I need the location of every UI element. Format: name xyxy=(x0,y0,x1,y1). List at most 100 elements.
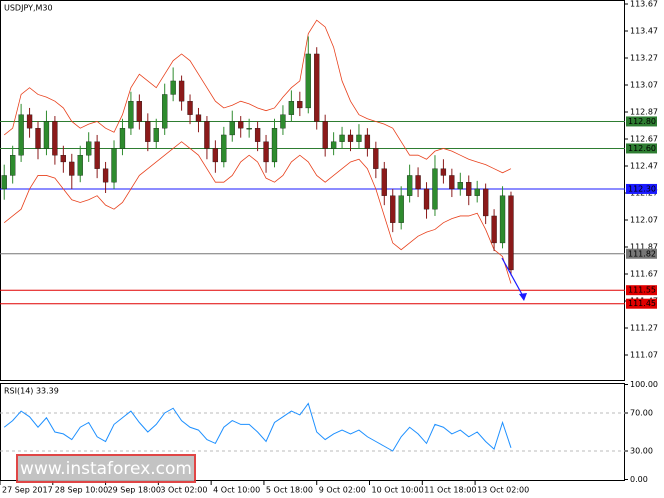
candle-body xyxy=(449,175,455,190)
level-tag xyxy=(626,116,657,127)
candle-body xyxy=(77,155,83,176)
candle-body xyxy=(254,128,261,142)
candle-body xyxy=(111,148,117,183)
level-tag xyxy=(626,285,657,296)
candle-body xyxy=(69,161,75,176)
candle-body xyxy=(60,155,66,163)
level-label: 112.60 xyxy=(628,144,656,153)
y-tick-label: 113.07 xyxy=(630,81,658,90)
candle-body xyxy=(398,195,404,223)
candle-body xyxy=(136,101,143,122)
candle-body xyxy=(1,175,7,190)
rsi-tick-label: 0.00 xyxy=(630,475,648,484)
candle-body xyxy=(288,101,295,115)
forecast-arrow xyxy=(501,257,525,299)
candle-body xyxy=(162,94,168,129)
candle-body xyxy=(457,182,463,190)
candle-body xyxy=(330,141,337,149)
rsi-frame xyxy=(0,383,625,481)
y-tick-label: 111.87 xyxy=(630,243,658,252)
x-tick-label: 29 Sep 18:00 xyxy=(108,486,161,495)
candle-body xyxy=(508,195,514,271)
candle-body xyxy=(18,114,24,156)
candle-body xyxy=(145,121,151,142)
y-tick-label: 111.67 xyxy=(630,270,658,279)
candle-body xyxy=(246,128,252,130)
y-tick-label: 113.27 xyxy=(630,54,658,63)
x-tick-label: 27 Sep 2017 xyxy=(2,486,53,495)
candle-body xyxy=(314,53,320,122)
candle-body xyxy=(178,80,185,102)
candle-body xyxy=(322,121,328,149)
candle-body xyxy=(491,215,497,244)
candle-body xyxy=(390,195,396,223)
candle-body xyxy=(381,168,387,196)
chart-title: USDJPY,M30 xyxy=(4,4,53,13)
watermark-box xyxy=(16,454,196,483)
rsi-tick-label: 30.00 xyxy=(630,447,653,456)
bollinger-band xyxy=(3,141,512,284)
candle-body xyxy=(482,188,489,217)
y-tick-label: 112.67 xyxy=(630,135,658,144)
candle-body xyxy=(229,121,235,136)
candle-body xyxy=(499,195,506,244)
candle-body xyxy=(212,148,219,163)
level-label: 111.82 xyxy=(628,249,656,258)
rsi-tick-label: 100.00 xyxy=(630,380,658,389)
level-tag xyxy=(626,248,657,259)
candle-body xyxy=(432,168,438,210)
x-tick-label: 10 Oct 10:00 xyxy=(372,486,424,495)
y-tick-label: 113.47 xyxy=(630,27,658,36)
candle-body xyxy=(271,128,278,163)
candle-body xyxy=(153,128,159,142)
candle-body xyxy=(119,128,126,149)
candle-body xyxy=(238,121,244,129)
candle-body xyxy=(187,101,193,115)
y-tick-label: 112.07 xyxy=(630,216,658,225)
level-label: 112.30 xyxy=(628,184,656,193)
watermark: [ www.instaforex.com ] xyxy=(8,459,204,479)
candle-body xyxy=(280,114,286,129)
candle-body xyxy=(339,134,345,142)
candle-body xyxy=(195,114,202,122)
candle-body xyxy=(43,121,50,149)
level-tag xyxy=(626,183,657,194)
main-frame xyxy=(0,0,625,381)
candle-body xyxy=(26,114,33,129)
candle-body xyxy=(423,188,430,210)
x-tick-label: 28 Sep 10:00 xyxy=(55,486,108,495)
candle-body xyxy=(415,175,421,190)
candle-body xyxy=(221,134,227,163)
level-tag xyxy=(626,143,657,154)
candle-body xyxy=(297,101,303,109)
bollinger-band xyxy=(3,19,512,174)
x-tick-label: 9 Oct 02:00 xyxy=(319,486,366,495)
rsi-line xyxy=(3,402,512,452)
candle-body xyxy=(356,134,362,142)
candle-body xyxy=(10,155,16,176)
x-tick-label: 5 Oct 18:00 xyxy=(266,486,313,495)
y-tick-label: 113.67 xyxy=(630,0,658,9)
candle-body xyxy=(263,141,269,163)
level-label: 111.45 xyxy=(628,299,656,308)
y-tick-label: 112.87 xyxy=(630,108,658,117)
candle-body xyxy=(466,182,472,196)
y-tick-label: 111.07 xyxy=(630,351,658,360)
candle-body xyxy=(52,121,58,156)
level-tag xyxy=(626,298,657,309)
candle-body xyxy=(86,141,92,156)
candle-body xyxy=(364,134,371,149)
candle-body xyxy=(406,175,413,196)
level-label: 111.55 xyxy=(628,286,656,295)
y-tick-label: 111.27 xyxy=(630,324,658,333)
level-label: 112.80 xyxy=(628,117,656,126)
x-tick-label: 11 Oct 18:00 xyxy=(424,486,476,495)
candle-body xyxy=(94,141,100,169)
candle-body xyxy=(440,168,447,176)
candle-body xyxy=(128,101,134,129)
candle-body xyxy=(347,134,354,142)
rsi-title: RSI(14) 33.39 xyxy=(4,387,59,396)
x-tick-label: 13 Oct 02:00 xyxy=(477,486,529,495)
